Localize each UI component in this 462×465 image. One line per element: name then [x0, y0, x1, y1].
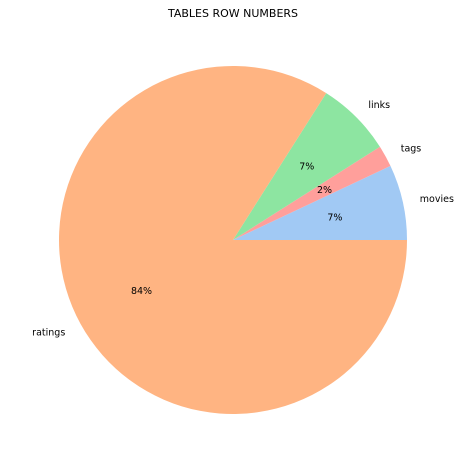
pie-slice-links — [233, 93, 380, 240]
chart-title: TABLES ROW NUMBERS — [167, 7, 298, 20]
percent-label-movies: 7% — [327, 213, 342, 224]
pie-slice-ratings — [58, 66, 407, 415]
pie-slice-movies — [233, 165, 407, 240]
slice-label-movies: movies — [420, 194, 454, 205]
slice-label-tags: tags — [401, 143, 422, 154]
percent-label-links: 7% — [299, 162, 314, 173]
pie-slice-tags — [233, 146, 391, 240]
slice-label-ratings: ratings — [32, 328, 65, 339]
percent-label-tags: 2% — [317, 185, 332, 196]
percent-label-ratings: 84% — [131, 286, 152, 297]
pie-slices — [58, 66, 407, 415]
pie-labels: movies 7% tags 2% links 7% ratings 84% — [32, 100, 454, 339]
slice-label-links: links — [368, 100, 390, 111]
